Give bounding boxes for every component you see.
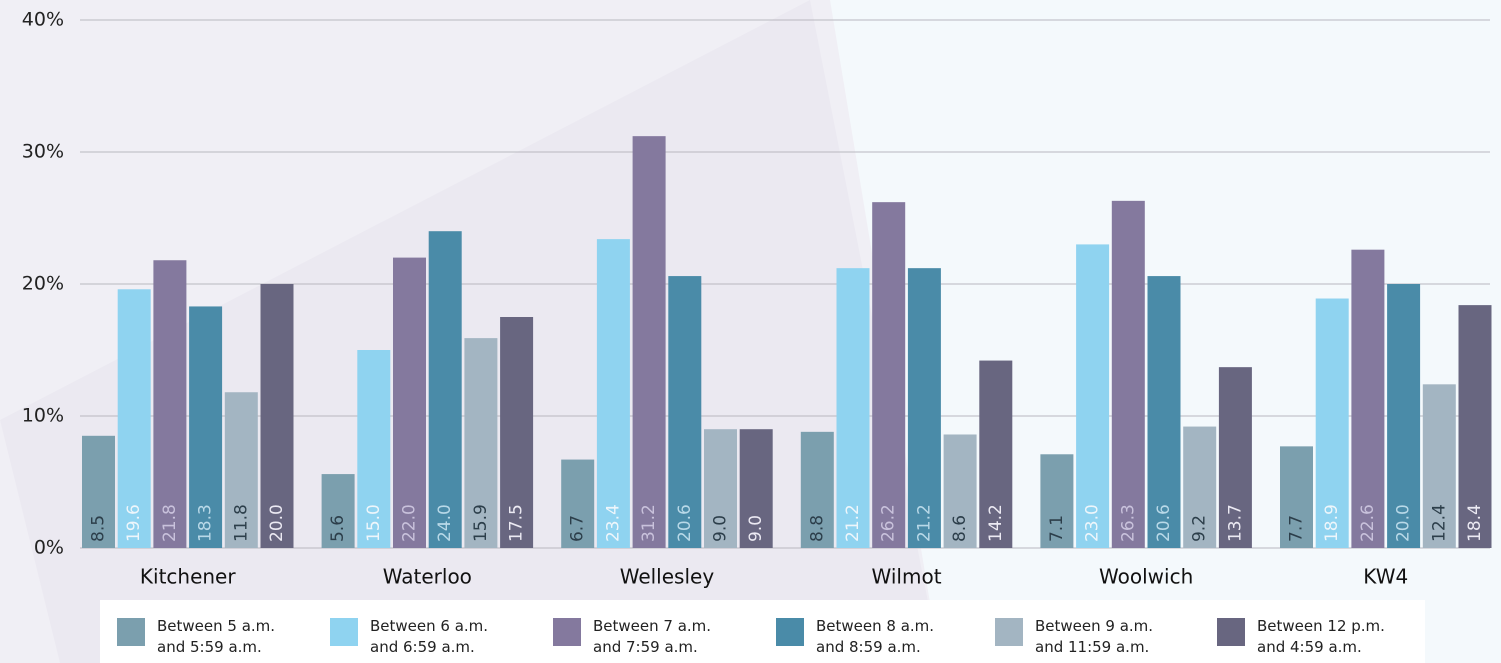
value-label: 18.9 <box>1322 504 1342 542</box>
value-label: 31.2 <box>639 504 659 542</box>
y-tick-label: 20% <box>22 273 64 295</box>
bar <box>117 289 151 548</box>
value-label: 9.2 <box>1190 515 1210 542</box>
bar <box>836 268 870 548</box>
bar <box>739 429 773 548</box>
value-label: 8.5 <box>89 515 109 542</box>
bar <box>979 360 1013 548</box>
y-tick-label: 10% <box>22 405 64 427</box>
value-label: 22.0 <box>400 504 420 542</box>
bar <box>393 257 426 548</box>
value-label: 21.2 <box>914 504 934 542</box>
bar <box>668 276 702 548</box>
legend-swatch <box>553 618 581 646</box>
x-tick-label: Waterloo <box>383 565 472 589</box>
bar <box>428 231 462 548</box>
bar <box>464 338 498 548</box>
bar <box>357 350 391 548</box>
bar <box>1111 200 1145 548</box>
bar <box>189 306 223 548</box>
bar <box>943 434 977 548</box>
bar <box>260 284 294 548</box>
legend-swatch <box>117 618 145 646</box>
legend-swatch <box>995 618 1023 646</box>
y-tick-label: 30% <box>22 141 64 163</box>
x-tick-label: Kitchener <box>140 565 236 589</box>
bar <box>1315 298 1349 548</box>
bar <box>1040 454 1074 548</box>
bar <box>907 268 941 548</box>
x-tick-label: Wellesley <box>620 565 715 589</box>
value-label: 22.6 <box>1358 504 1378 542</box>
bar <box>321 474 355 548</box>
value-label: 7.1 <box>1047 515 1067 542</box>
value-label: 20.0 <box>267 504 287 542</box>
bar <box>224 392 258 548</box>
bar <box>82 435 115 548</box>
bar <box>596 239 630 548</box>
legend-swatch <box>1217 618 1245 646</box>
value-label: 18.3 <box>196 504 216 542</box>
bar <box>704 429 737 548</box>
value-label: 20.6 <box>1154 504 1174 542</box>
value-label: 8.8 <box>807 515 827 542</box>
bar <box>800 431 834 548</box>
x-tick-label: Woolwich <box>1099 565 1193 589</box>
value-label: 9.0 <box>746 515 766 542</box>
bar <box>1183 426 1217 548</box>
x-tick-label: Wilmot <box>872 565 942 589</box>
value-label: 19.6 <box>124 504 144 542</box>
legend-label: Between 12 p.m. and 4:59 a.m. <box>1257 617 1385 656</box>
value-label: 11.8 <box>231 504 251 542</box>
bar <box>561 459 595 548</box>
x-tick-label: KW4 <box>1363 565 1408 589</box>
value-label: 12.4 <box>1429 504 1449 542</box>
bar <box>1458 305 1492 548</box>
value-label: 15.9 <box>471 504 491 542</box>
bar <box>1422 384 1456 548</box>
value-label: 9.0 <box>711 515 731 542</box>
value-label: 20.0 <box>1394 504 1414 542</box>
bar <box>1351 249 1385 548</box>
value-label: 5.6 <box>328 515 348 542</box>
y-tick-label: 0% <box>34 537 64 559</box>
bar <box>1280 446 1313 548</box>
bar <box>1218 367 1252 548</box>
value-label: 23.0 <box>1083 504 1103 542</box>
legend-label: Between 5 a.m. and 5:59 a.m. <box>157 617 276 656</box>
value-label: 21.2 <box>843 504 863 542</box>
legend-label: Between 8 a.m. and 8:59 a.m. <box>816 617 935 656</box>
bar <box>500 317 534 548</box>
value-label: 15.0 <box>364 504 384 542</box>
value-label: 17.5 <box>507 504 527 542</box>
value-label: 26.2 <box>879 504 899 542</box>
value-label: 14.2 <box>986 504 1006 542</box>
bar <box>632 136 666 548</box>
bar <box>1076 244 1110 548</box>
y-tick-label: 40% <box>22 9 64 31</box>
bar <box>1387 284 1421 548</box>
value-label: 20.6 <box>675 504 695 542</box>
value-label: 7.7 <box>1287 515 1307 542</box>
value-label: 18.4 <box>1465 504 1485 542</box>
legend-swatch <box>776 618 804 646</box>
value-label: 23.4 <box>603 504 623 542</box>
value-label: 26.3 <box>1118 504 1138 542</box>
value-label: 13.7 <box>1225 504 1245 542</box>
legend-swatch <box>330 618 358 646</box>
bar <box>1147 276 1181 548</box>
value-label: 24.0 <box>435 504 455 542</box>
bar <box>872 202 906 548</box>
value-label: 21.8 <box>160 504 180 542</box>
legend-label: Between 6 a.m. and 6:59 a.m. <box>370 617 489 656</box>
legend: Between 5 a.m. and 5:59 a.m. Between 6 a.… <box>100 600 1425 663</box>
value-label: 6.7 <box>568 515 588 542</box>
legend-label: Between 9 a.m. and 11:59 a.m. <box>1035 617 1154 656</box>
legend-label: Between 7 a.m. and 7:59 a.m. <box>593 617 712 656</box>
bar <box>153 260 187 548</box>
value-label: 8.6 <box>950 515 970 542</box>
